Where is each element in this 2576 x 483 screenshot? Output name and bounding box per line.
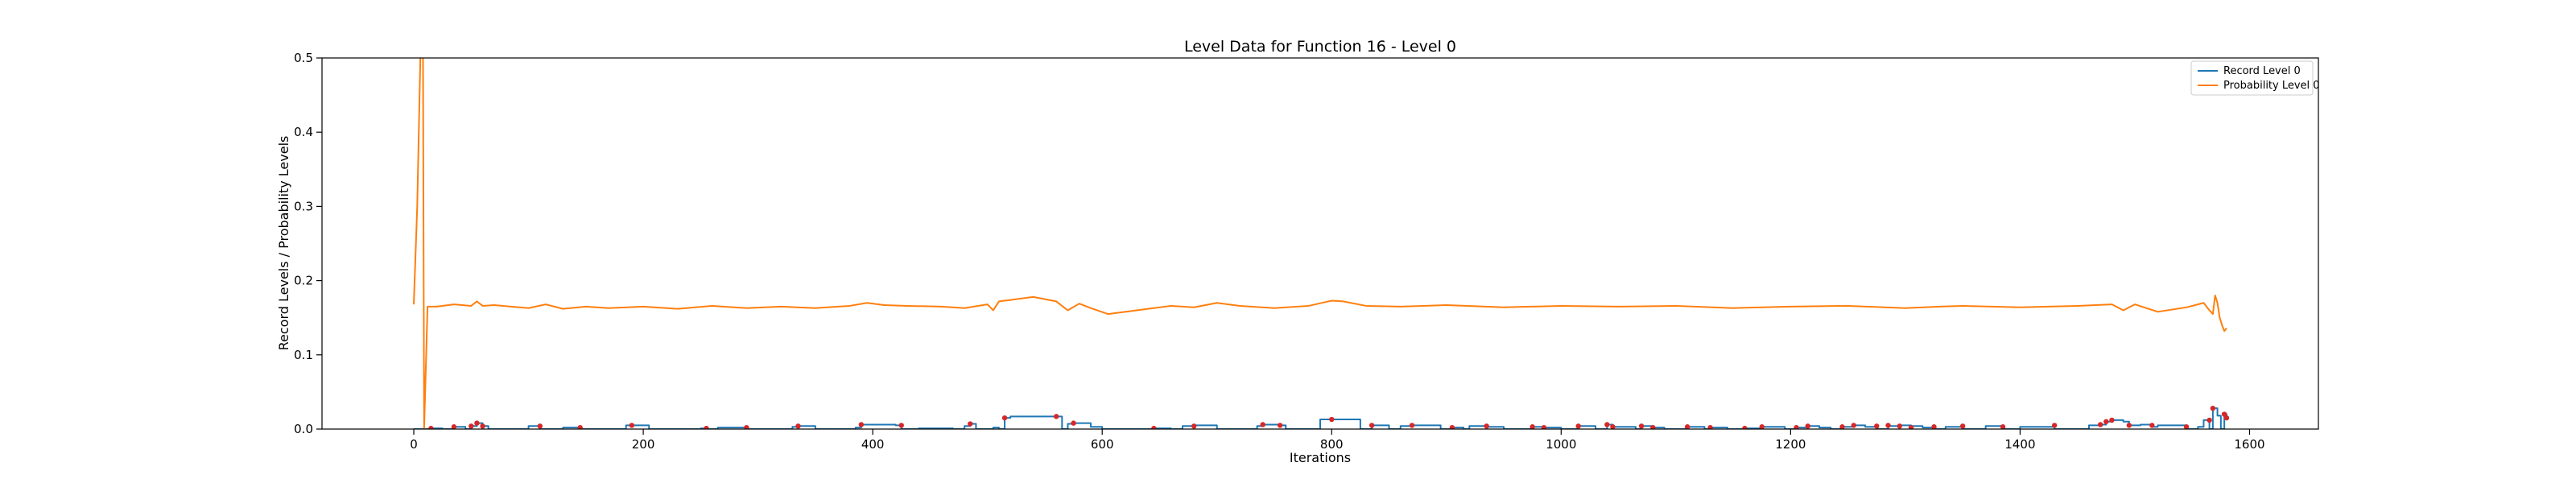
- record-point: [1053, 414, 1059, 419]
- y-axis: 0.0 0.1 0.2 0.3 0.4 0.5: [294, 51, 322, 436]
- record-point: [1368, 423, 1375, 428]
- record-point: [2223, 415, 2230, 421]
- legend-label-record: Record Level 0: [2223, 65, 2301, 77]
- record-point: [1151, 425, 1157, 429]
- record-point: [2183, 424, 2190, 429]
- x-tick-label: 0: [410, 437, 418, 452]
- record-point: [2000, 424, 2006, 429]
- record-point: [2210, 405, 2216, 411]
- y-tick-label: 0.0: [294, 422, 313, 436]
- record-point: [2149, 423, 2155, 428]
- record-point: [1684, 424, 1690, 429]
- record-point: [2109, 417, 2115, 423]
- x-tick-label: 800: [1320, 437, 1344, 452]
- record-point: [428, 425, 434, 429]
- series-layer: [413, 58, 2230, 429]
- record-point: [1409, 423, 1415, 428]
- record-point: [2103, 419, 2109, 424]
- record-point: [1484, 423, 1489, 429]
- record-point: [1759, 424, 1765, 429]
- record-point: [1638, 423, 1645, 429]
- record-point: [1329, 416, 1335, 423]
- record-point: [451, 424, 457, 429]
- y-axis-title: Record Levels / Probability Levels: [276, 136, 291, 351]
- x-tick-label: 1600: [2234, 437, 2264, 452]
- legend-label-probability: Probability Level 0: [2223, 80, 2320, 92]
- y-tick-label: 0.5: [294, 51, 313, 65]
- record-point: [629, 423, 635, 428]
- record-point: [1805, 423, 1810, 429]
- record-point: [1071, 420, 1076, 426]
- x-axis-title: Iterations: [1290, 450, 1351, 465]
- x-tick-label: 200: [632, 437, 655, 452]
- record-point: [704, 425, 709, 429]
- y-tick-label: 0.3: [294, 199, 313, 213]
- record-point: [2126, 423, 2132, 428]
- record-point: [1931, 424, 1937, 429]
- record-point: [1530, 424, 1535, 429]
- record-point: [1839, 424, 1845, 429]
- legend: Record Level 0 Probability Level 0: [2190, 60, 2320, 96]
- record-point: [1650, 424, 1656, 429]
- record-point: [1959, 423, 1966, 429]
- record-point: [858, 422, 865, 427]
- plot-area: [413, 58, 2230, 429]
- record-point: [1610, 424, 1616, 429]
- y-tick-label: 0.1: [294, 348, 313, 362]
- record-point: [2221, 411, 2227, 417]
- record-point: [1277, 423, 1283, 428]
- x-tick-label: 1400: [2004, 437, 2035, 452]
- record-point: [1874, 423, 1880, 429]
- record-point: [1541, 424, 1547, 429]
- record-point: [1707, 424, 1713, 429]
- record-point: [1897, 423, 1902, 429]
- x-tick-label: 600: [1091, 437, 1114, 452]
- y-tick-label: 0.4: [294, 125, 313, 139]
- series-line-probability-level: [413, 58, 2227, 429]
- record-point: [1001, 415, 1008, 421]
- record-point: [480, 423, 485, 429]
- record-point: [795, 423, 801, 429]
- record-point: [1575, 423, 1581, 429]
- x-axis: 0 200 400 600 800 1000 1200 1400 1600: [410, 429, 2265, 452]
- record-point: [1191, 423, 1197, 429]
- record-point: [1908, 424, 1914, 429]
- record-point: [1449, 424, 1455, 429]
- record-point: [474, 420, 480, 426]
- record-point: [2051, 423, 2058, 428]
- record-point: [1260, 422, 1265, 427]
- chart-title: Level Data for Function 16 - Level 0: [1184, 38, 1456, 56]
- record-point: [537, 423, 543, 429]
- record-point: [1742, 425, 1748, 429]
- record-point: [898, 423, 904, 428]
- record-point: [1851, 423, 1856, 428]
- record-point: [1885, 423, 1891, 428]
- x-tick-label: 400: [861, 437, 885, 452]
- record-point: [2097, 422, 2103, 427]
- record-point: [1604, 422, 1610, 427]
- x-tick-label: 1200: [1775, 437, 1806, 452]
- record-point: [968, 421, 973, 427]
- record-point: [469, 423, 474, 429]
- record-point: [577, 424, 583, 429]
- legend-box: [2190, 60, 2314, 96]
- record-point: [1794, 424, 1799, 429]
- record-point: [2207, 417, 2212, 423]
- x-tick-label: 1000: [1546, 437, 1576, 452]
- record-point: [744, 424, 749, 429]
- y-tick-label: 0.2: [294, 274, 313, 288]
- plot-frame: [321, 57, 2319, 430]
